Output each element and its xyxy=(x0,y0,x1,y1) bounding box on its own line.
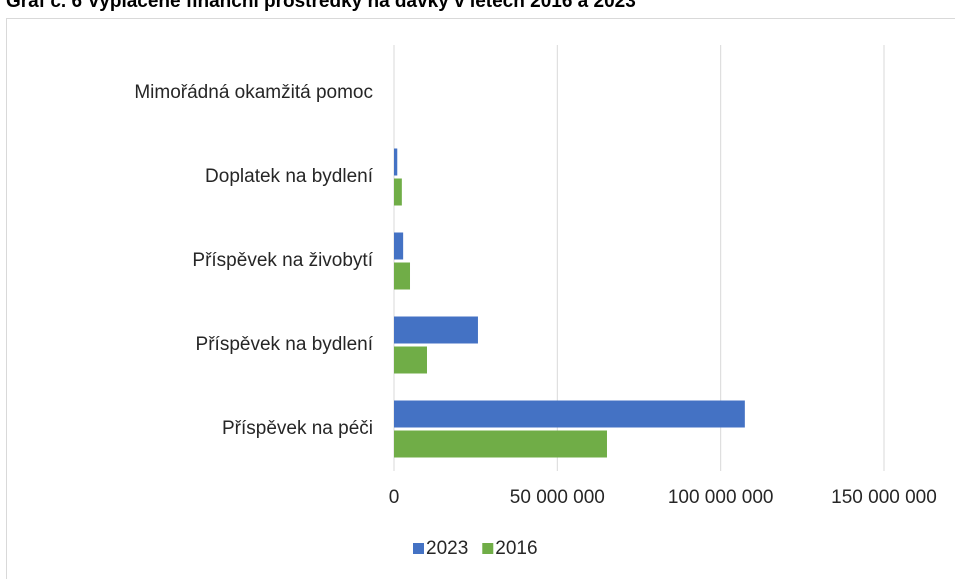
legend-label: 2016 xyxy=(495,538,537,559)
legend-swatch xyxy=(413,543,424,554)
y-tick-label: Příspěvek na živobytí xyxy=(192,250,373,271)
bar xyxy=(394,178,402,206)
bar xyxy=(394,232,404,260)
bar xyxy=(394,148,398,176)
bar xyxy=(394,262,411,290)
chart-frame xyxy=(6,18,955,579)
bar xyxy=(394,316,478,344)
bar xyxy=(394,346,427,374)
bar xyxy=(394,400,745,428)
chart-title: Graf č. 6 Vyplacené finanční prostředky … xyxy=(6,0,636,12)
x-tick-label: 150 000 000 xyxy=(831,487,937,508)
x-tick-label: 100 000 000 xyxy=(668,487,774,508)
x-tick-label: 0 xyxy=(389,487,400,508)
y-tick-label: Příspěvek na péči xyxy=(222,418,373,439)
y-tick-label: Mimořádná okamžitá pomoc xyxy=(134,82,373,103)
legend-label: 2023 xyxy=(426,538,468,559)
y-tick-label: Příspěvek na bydlení xyxy=(196,334,374,355)
x-tick-label: 50 000 000 xyxy=(510,487,605,508)
legend-swatch xyxy=(482,543,494,554)
bar xyxy=(394,430,607,458)
y-tick-label: Doplatek na bydlení xyxy=(205,166,374,187)
